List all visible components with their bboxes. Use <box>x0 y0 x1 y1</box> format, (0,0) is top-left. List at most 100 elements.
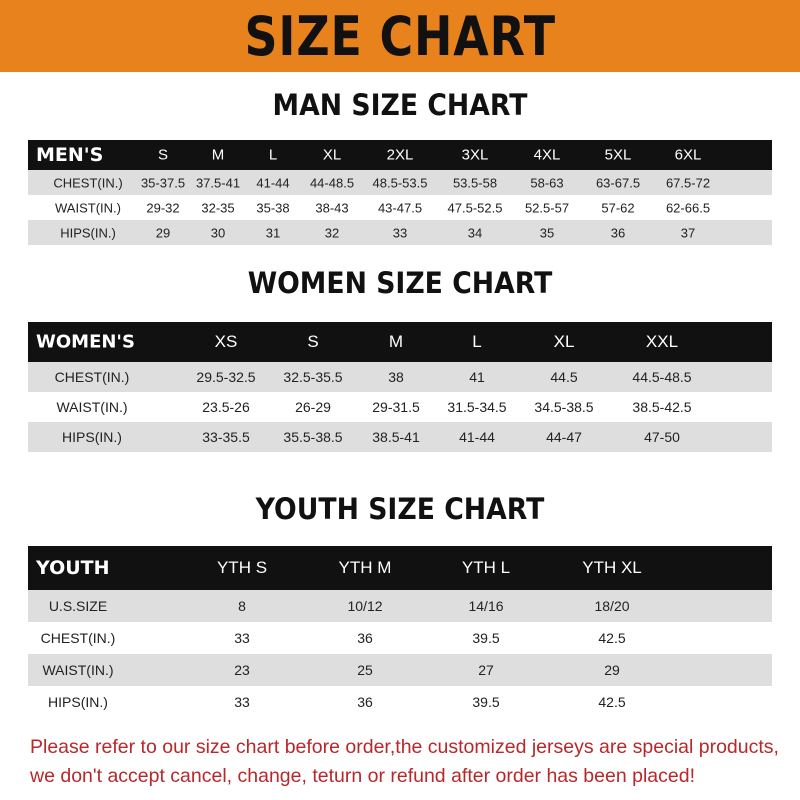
table-cell: 33 <box>234 694 250 710</box>
table-cell: 52.5-57 <box>524 200 570 215</box>
size-column-header: XS <box>214 332 238 351</box>
size-column-header: M <box>211 146 225 164</box>
measurement-label: HIPS(IN.) <box>48 694 108 710</box>
table-cell: 34 <box>467 225 483 240</box>
youth-chart-title: YOUTH SIZE CHART <box>255 492 545 526</box>
table-cell: 63-67.5 <box>595 175 641 190</box>
size-column-header: L <box>268 146 278 164</box>
size-column-header: XL <box>322 146 342 164</box>
table-cell: 38 <box>388 369 404 385</box>
table-cell: 39.5 <box>472 694 500 710</box>
table-cell: 26-29 <box>295 399 331 415</box>
table-cell: 43-47.5 <box>377 200 423 215</box>
table-cell: 37.5-41 <box>195 175 241 190</box>
size-column-header: S <box>307 332 319 351</box>
table-cell: 39.5 <box>472 630 500 646</box>
measurement-label: U.S.SIZE <box>48 598 108 614</box>
table-row: CHEST(IN.) 33 36 39.5 42.5 <box>28 622 772 654</box>
table-cell: 29-32 <box>146 200 180 215</box>
table-cell: 33-35.5 <box>202 429 250 445</box>
table-cell: 41-44 <box>459 429 495 445</box>
table-cell: 44-48.5 <box>309 175 355 190</box>
size-column-header: YTH M <box>338 558 392 577</box>
table-cell: 23 <box>234 662 250 678</box>
order-note: Please refer to our size chart before or… <box>30 733 790 791</box>
table-cell: 36 <box>357 630 373 646</box>
table-cell: 8 <box>238 598 246 614</box>
size-column-header: YTH L <box>461 558 511 577</box>
table-group-label: WOMEN'S <box>36 331 135 353</box>
size-column-header: YTH S <box>216 558 268 577</box>
size-chart-banner: SIZE CHART <box>0 0 800 72</box>
table-cell: 47-50 <box>644 429 680 445</box>
table-row: WAIST(IN.) 29-32 32-35 35-38 38-43 43-47.5 47.… <box>28 195 772 220</box>
table-header-row: WOMEN'S XS S M L XL XXL <box>28 322 772 362</box>
table-cell: 41 <box>469 369 485 385</box>
table-cell: 38-43 <box>315 200 349 215</box>
table-cell: 42.5 <box>598 694 626 710</box>
table-row: HIPS(IN.) 33-35.5 35.5-38.5 38.5-41 41-44 44-… <box>28 422 772 452</box>
youth-size-table: YOUTH YTH S YTH M YTH L YTH XL U.S.SIZE 8 10/12… <box>28 546 772 718</box>
banner-title: SIZE CHART <box>244 4 556 68</box>
table-row: WAIST(IN.) 23.5-26 26-29 29-31.5 31.5-34.5 34… <box>28 392 772 422</box>
table-header-row: MEN'S S M L XL 2XL 3XL 4XL 5XL 6XL <box>28 140 772 170</box>
size-column-header: 2XL <box>386 146 414 164</box>
table-cell: 31 <box>265 225 281 240</box>
size-column-header: S <box>157 146 169 164</box>
order-note-line: we don't accept cancel, change, teturn o… <box>30 765 695 787</box>
table-cell: 44.5-48.5 <box>632 369 692 385</box>
table-cell: 33 <box>392 225 408 240</box>
size-column-header: XXL <box>645 332 679 351</box>
table-row: WAIST(IN.) 23 25 27 29 <box>28 654 772 686</box>
table-cell: 44-47 <box>546 429 582 445</box>
table-cell: 57-62 <box>601 200 635 215</box>
table-cell: 38.5-41 <box>372 429 420 445</box>
table-cell: 47.5-52.5 <box>447 200 503 215</box>
table-cell: 38.5-42.5 <box>632 399 692 415</box>
size-column-header: YTH XL <box>582 558 642 577</box>
table-cell: 53.5-58 <box>452 175 498 190</box>
table-cell: 29-31.5 <box>372 399 420 415</box>
table-header-row: YOUTH YTH S YTH M YTH L YTH XL <box>28 546 772 590</box>
measurement-label: WAIST(IN.) <box>56 399 128 415</box>
table-cell: 36 <box>610 225 626 240</box>
table-cell: 34.5-38.5 <box>534 399 594 415</box>
table-cell: 67.5-72 <box>665 175 711 190</box>
table-cell: 33 <box>234 630 250 646</box>
size-column-header: 4XL <box>533 146 561 164</box>
measurement-label: CHEST(IN.) <box>54 369 130 385</box>
table-cell: 35 <box>539 225 555 240</box>
table-cell: 35.5-38.5 <box>283 429 343 445</box>
table-cell: 25 <box>357 662 373 678</box>
table-cell: 29 <box>155 225 171 240</box>
table-cell: 27 <box>478 662 494 678</box>
table-cell: 10/12 <box>347 598 383 614</box>
measurement-label: CHEST(IN.) <box>53 175 123 190</box>
order-note-line: Please refer to our size chart before or… <box>30 736 779 758</box>
table-row: U.S.SIZE 8 10/12 14/16 18/20 <box>28 590 772 622</box>
size-column-header: 5XL <box>604 146 632 164</box>
men-chart-title: MAN SIZE CHART <box>272 88 528 122</box>
table-cell: 31.5-34.5 <box>447 399 507 415</box>
table-row: CHEST(IN.) 35-37.5 37.5-41 41-44 44-48.5 48.5… <box>28 170 772 195</box>
table-cell: 29 <box>604 662 620 678</box>
table-row: CHEST(IN.) 29.5-32.5 32.5-35.5 38 41 44.5 44.5… <box>28 362 772 392</box>
table-cell: 32-35 <box>201 200 235 215</box>
table-cell: 30 <box>210 225 226 240</box>
table-cell: 48.5-53.5 <box>372 175 428 190</box>
women-chart-title: WOMEN SIZE CHART <box>247 266 553 300</box>
size-column-header: 3XL <box>461 146 489 164</box>
table-cell: 37 <box>680 225 696 240</box>
table-cell: 41-44 <box>256 175 290 190</box>
table-cell: 58-63 <box>530 175 564 190</box>
measurement-label: WAIST(IN.) <box>55 200 121 215</box>
table-group-label: MEN'S <box>36 144 104 166</box>
table-cell: 32.5-35.5 <box>283 369 343 385</box>
table-cell: 14/16 <box>468 598 504 614</box>
size-column-header: 6XL <box>674 146 702 164</box>
table-cell: 35-38 <box>256 200 290 215</box>
table-row: HIPS(IN.) 29 30 31 32 33 34 35 36 37 <box>28 220 772 245</box>
table-cell: 18/20 <box>594 598 630 614</box>
table-cell: 42.5 <box>598 630 626 646</box>
table-cell: 44.5 <box>550 369 578 385</box>
